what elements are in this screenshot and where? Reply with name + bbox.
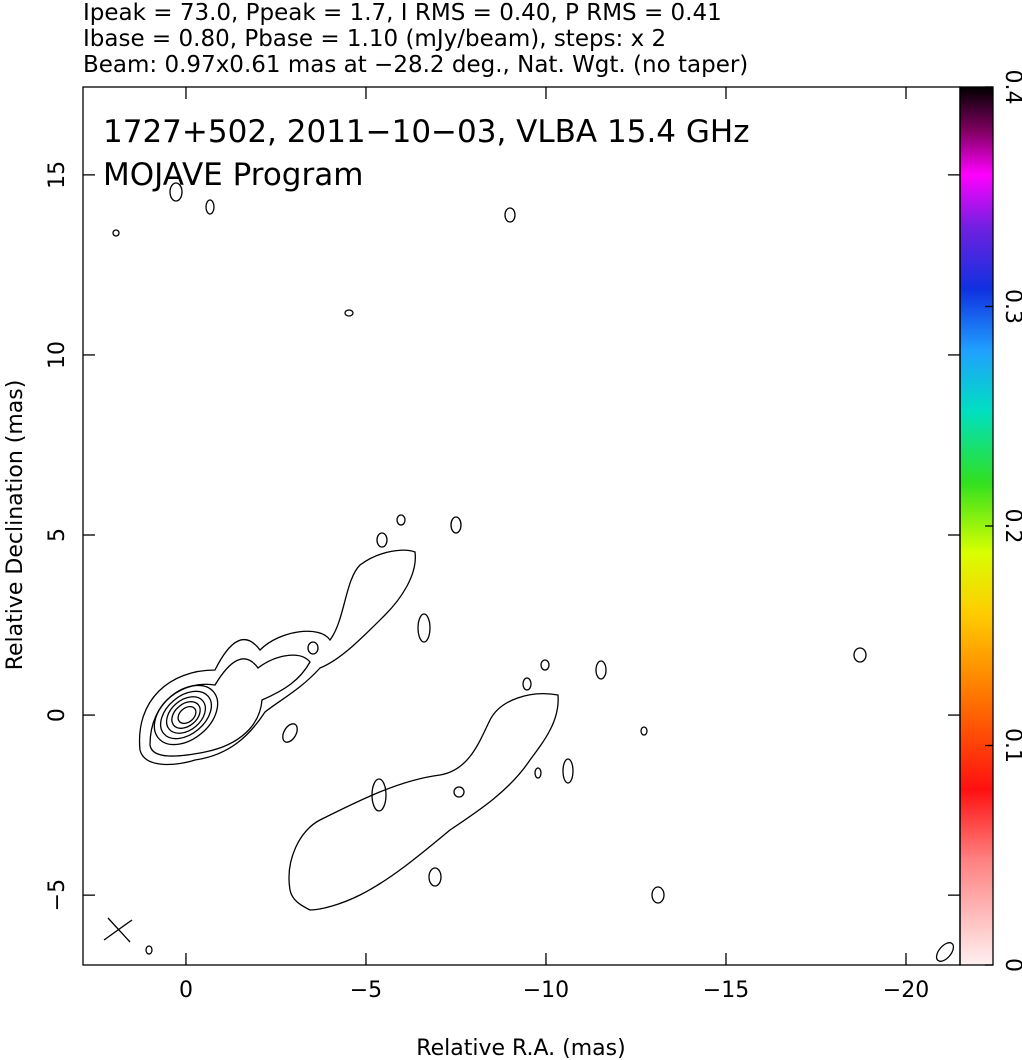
- map-label: 1727+502, 2011−10−03, VLBA 15.4 GHz: [103, 114, 749, 150]
- x-tick-label: −15: [703, 978, 749, 1003]
- colorbar-tick-label: 0.4: [1000, 70, 1022, 105]
- x-tick-label: −20: [883, 978, 929, 1003]
- y-axis-label: Relative Declination (mas): [3, 380, 28, 671]
- colorbar-tick-label: 0.2: [1000, 509, 1022, 544]
- contours: [103, 182, 955, 962]
- header-line: Beam: 0.97x0.61 mas at −28.2 deg., Nat. …: [83, 52, 748, 78]
- header-line: Ibase = 0.80, Pbase = 1.10 (mJy/beam), s…: [83, 26, 666, 52]
- y-tick-label: 5: [45, 528, 70, 542]
- plot-frame: [82, 86, 961, 966]
- y-tick-label: 15: [45, 161, 70, 189]
- colorbar-tick-label: 0.3: [1000, 289, 1022, 324]
- y-tick-label: 0: [45, 708, 70, 722]
- y-tick-label: 10: [45, 341, 70, 369]
- y-tick-label: −5: [45, 879, 70, 911]
- colorbar-tick-label: 0.1: [1000, 728, 1022, 763]
- colorbar-tick-label: 0: [1000, 958, 1022, 972]
- header-line: Ipeak = 73.0, Ppeak = 1.7, I RMS = 0.40,…: [83, 0, 722, 26]
- x-tick-label: −10: [523, 978, 569, 1003]
- map-label: MOJAVE Program: [103, 157, 363, 193]
- x-tick-label: 0: [179, 978, 193, 1003]
- x-tick-label: −5: [350, 978, 382, 1003]
- x-axis-label: Relative R.A. (mas): [416, 1036, 625, 1060]
